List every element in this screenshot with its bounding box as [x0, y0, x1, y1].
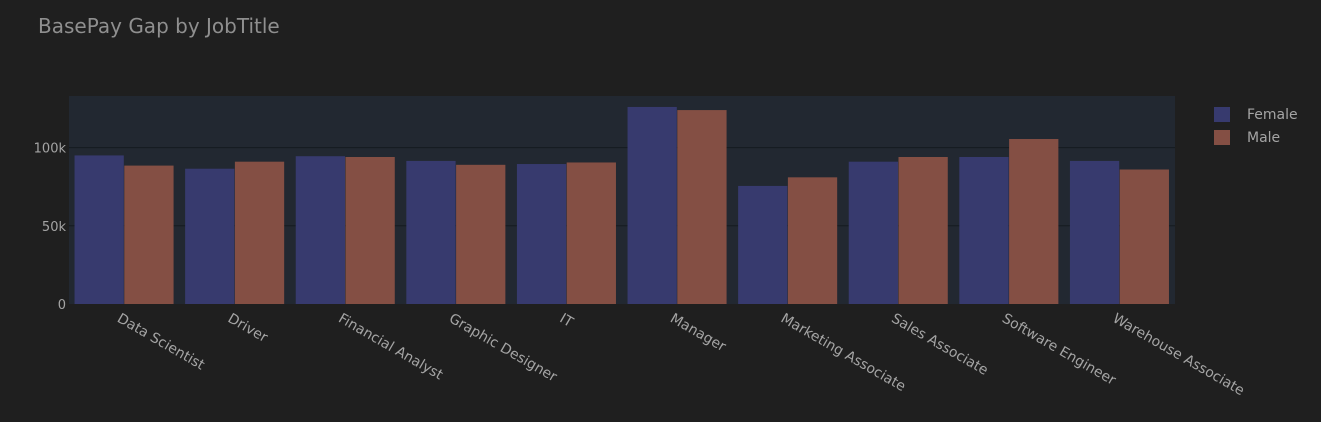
legend-item-female[interactable]: Female [1214, 103, 1298, 126]
legend-item-male[interactable]: Male [1214, 126, 1298, 149]
bar-male-warehouse-associate[interactable] [1119, 169, 1169, 304]
x-axis: Data Scientist Driver Financial Analyst Gra… [114, 311, 1247, 399]
chart-title: BasePay Gap by JobTitle [38, 14, 280, 38]
x-tick-label: Driver [225, 311, 271, 347]
bar-female-marketing-associate[interactable] [738, 185, 788, 304]
bar-male-software-engineer[interactable] [1009, 139, 1059, 304]
x-tick-label: Financial Analyst [336, 311, 446, 384]
bars [74, 106, 1169, 305]
bar-female-driver[interactable] [185, 168, 235, 304]
y-tick-label: 50k [42, 220, 67, 235]
y-axis: 0 50k 100k [34, 142, 67, 313]
x-tick-label: Graphic Designer [446, 311, 560, 386]
legend-label-female: Female [1247, 106, 1298, 123]
bar-male-financial-analyst[interactable] [345, 156, 395, 304]
bar-male-it[interactable] [566, 162, 616, 304]
bar-female-it[interactable] [516, 164, 567, 304]
bar-male-data-scientist[interactable] [124, 165, 174, 304]
bar-female-sales-associate[interactable] [848, 161, 898, 304]
x-tick-label: IT [557, 311, 576, 331]
bar-male-marketing-associate[interactable] [787, 177, 838, 304]
x-tick-label: Data Scientist [114, 311, 207, 374]
x-tick-label: Sales Associate [889, 311, 991, 379]
x-tick-label: Manager [667, 311, 728, 356]
bar-female-software-engineer[interactable] [959, 156, 1009, 304]
bar-male-manager[interactable] [677, 110, 727, 304]
legend-label-male: Male [1247, 129, 1281, 146]
x-tick-label: Warehouse Associate [1110, 311, 1247, 399]
bar-male-graphic-designer[interactable] [456, 164, 506, 304]
bar-female-graphic-designer[interactable] [406, 160, 456, 304]
bar-female-data-scientist[interactable] [74, 155, 124, 304]
bar-male-driver[interactable] [234, 161, 285, 304]
legend-swatch-male [1214, 130, 1230, 145]
y-tick-label: 100k [34, 142, 67, 157]
y-tick-label: 0 [58, 298, 66, 313]
x-tick-label: Software Engineer [999, 311, 1119, 389]
bar-female-financial-analyst[interactable] [295, 156, 345, 304]
legend: Female Male [1214, 103, 1298, 149]
bar-female-warehouse-associate[interactable] [1069, 160, 1120, 304]
legend-swatch-female [1214, 107, 1230, 122]
bar-male-sales-associate[interactable] [898, 156, 948, 304]
bar-female-manager[interactable] [627, 106, 677, 305]
